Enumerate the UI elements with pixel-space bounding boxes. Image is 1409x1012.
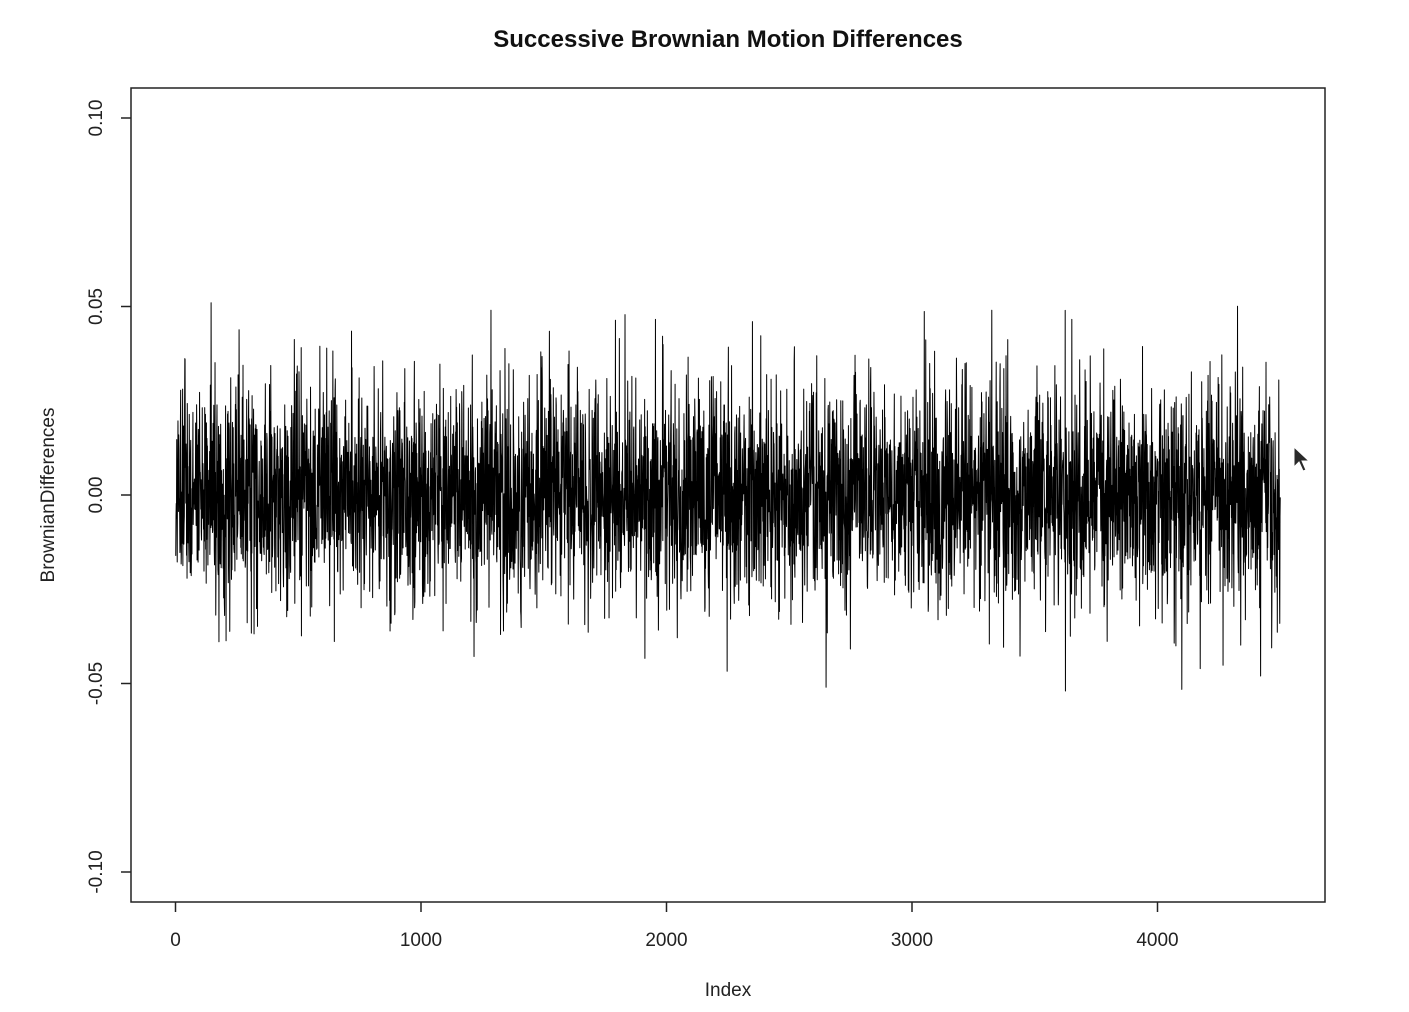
series-line (175, 302, 1281, 692)
x-tick-label: 4000 (1136, 930, 1178, 951)
y-axis: -0.10 -0.05 0.00 0.05 0.10 (86, 100, 131, 894)
y-tick-label: 0.00 (86, 477, 107, 514)
x-tick-label: 2000 (645, 930, 687, 951)
x-tick-label: 1000 (400, 930, 442, 951)
x-tick-label: 0 (170, 930, 181, 951)
y-tick-label: -0.10 (86, 850, 107, 893)
y-tick-label: -0.05 (86, 662, 107, 705)
x-tick-label: 3000 (891, 930, 933, 951)
y-tick-label: 0.10 (86, 100, 107, 137)
x-axis-label: Index (705, 980, 752, 1001)
x-axis: 0 1000 2000 3000 4000 (170, 902, 1179, 951)
mouse-pointer-icon (1293, 445, 1311, 472)
y-tick-label: 0.05 (86, 288, 107, 325)
chart-title: Successive Brownian Motion Differences (493, 26, 962, 53)
y-axis-label: BrownianDifferences (38, 408, 59, 583)
